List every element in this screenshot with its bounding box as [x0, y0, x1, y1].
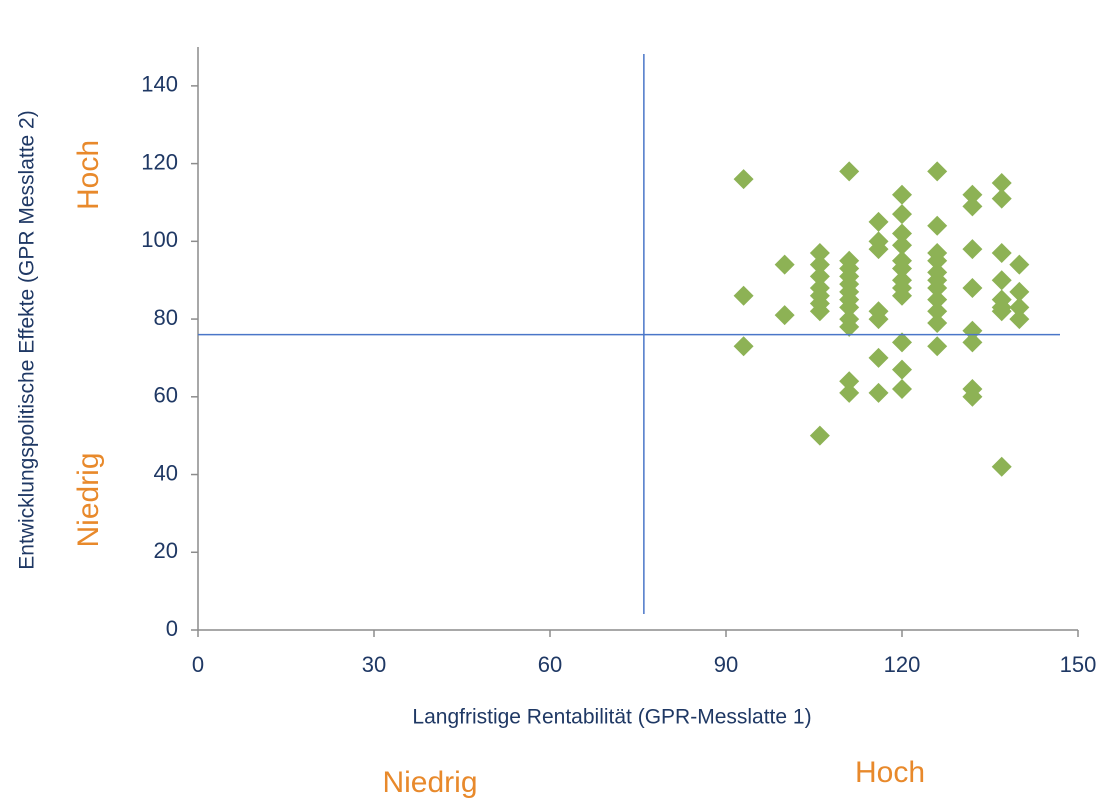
x-tick-label: 60 [538, 652, 562, 677]
point [868, 239, 889, 260]
point [991, 188, 1012, 209]
point [839, 161, 860, 182]
point [1009, 297, 1030, 318]
y-tick-label: 60 [154, 383, 178, 408]
y-tick-label: 140 [141, 72, 178, 97]
point [733, 285, 754, 306]
point [809, 266, 830, 287]
y-tick-label: 100 [141, 227, 178, 252]
x-tick-label: 30 [362, 652, 386, 677]
point [927, 336, 948, 357]
point [839, 371, 860, 392]
point [962, 184, 983, 205]
point [892, 332, 912, 353]
point [892, 235, 912, 256]
point [927, 250, 948, 271]
point [1009, 309, 1030, 330]
point [809, 425, 830, 446]
point [839, 316, 860, 337]
point [868, 382, 889, 403]
y-tick-label: 0 [166, 616, 178, 641]
point [927, 301, 948, 322]
point [774, 305, 795, 326]
point [809, 254, 830, 275]
point [991, 301, 1012, 322]
y-tick-label: 120 [141, 149, 178, 174]
point [733, 336, 754, 357]
point [927, 277, 948, 298]
point [733, 169, 754, 190]
point [809, 301, 830, 322]
y-low-label: Niedrig [72, 452, 105, 547]
y-tick-label: 40 [154, 460, 178, 485]
point [892, 258, 912, 279]
point [991, 173, 1012, 194]
x-axis-title: Langfristige Rentabilität (GPR-Messlatte… [412, 706, 811, 729]
point [839, 297, 860, 318]
y-high-label: Hoch [72, 140, 105, 210]
y-axis-title: Entwicklungspolitische Effekte (GPR Mess… [16, 110, 39, 569]
point [962, 196, 983, 217]
x-low-label: Niedrig [382, 766, 477, 799]
point [927, 289, 948, 310]
point [962, 332, 983, 353]
point [991, 242, 1012, 263]
point [991, 270, 1012, 291]
point [1009, 254, 1030, 275]
point [991, 456, 1012, 477]
point [962, 386, 983, 407]
point [962, 239, 983, 260]
point [892, 204, 912, 225]
point [1009, 281, 1030, 302]
x-tick-label: 90 [714, 652, 738, 677]
y-tick-label: 80 [154, 305, 178, 330]
point [774, 254, 795, 275]
point [892, 359, 912, 380]
point [868, 347, 889, 368]
x-tick-label: 0 [192, 652, 204, 677]
point [927, 161, 948, 182]
x-tick-label: 120 [884, 652, 921, 677]
x-tick-label: 150 [1060, 652, 1097, 677]
point [892, 285, 912, 306]
point [868, 309, 889, 330]
point [892, 184, 912, 205]
point [962, 320, 983, 341]
x-high-label: Hoch [855, 756, 925, 789]
point [962, 277, 983, 298]
point [892, 379, 912, 400]
point [839, 382, 860, 403]
point [868, 211, 889, 232]
point [809, 242, 830, 263]
point [927, 312, 948, 333]
point [892, 223, 912, 244]
y-tick-label: 20 [154, 538, 178, 563]
point [927, 215, 948, 236]
